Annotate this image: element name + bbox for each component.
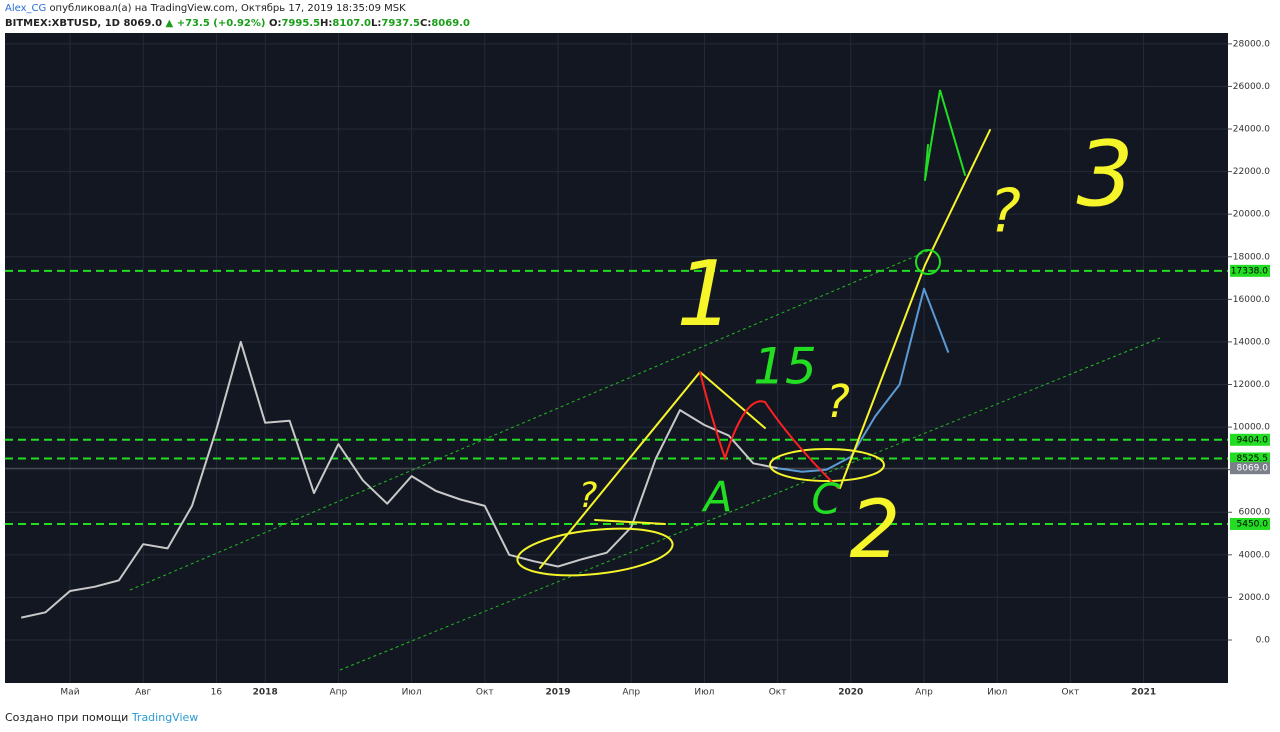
price-label: 8069.0 bbox=[1237, 464, 1269, 474]
y-tick-label: 4000.0 bbox=[1239, 550, 1271, 560]
drawing bbox=[594, 519, 666, 525]
ohlc-label: L: bbox=[371, 18, 382, 29]
ohlc-label: H: bbox=[320, 18, 333, 29]
trend-line bbox=[129, 249, 931, 591]
price-tag bbox=[1230, 462, 1270, 475]
change: ▲ +73.5 (+0.92%) bbox=[165, 18, 266, 29]
symbol: BITMEX:XBTUSD, 1D bbox=[5, 18, 120, 29]
y-tick-label: 2000.0 bbox=[1239, 593, 1271, 603]
x-tick-label: Май bbox=[60, 688, 79, 698]
drawing bbox=[516, 527, 674, 577]
trend-lines bbox=[129, 249, 1161, 671]
annotation: ? bbox=[989, 177, 1021, 247]
y-tick-label: 10000.0 bbox=[1233, 423, 1270, 433]
annotation: 15 bbox=[753, 338, 817, 396]
drawing bbox=[915, 249, 941, 275]
level-label: 17338.0 bbox=[1231, 266, 1268, 276]
annotation: ? bbox=[579, 476, 598, 516]
x-tick-label: Июл bbox=[987, 688, 1007, 698]
level-label: 9404.0 bbox=[1237, 435, 1269, 445]
drawing bbox=[839, 129, 991, 489]
x-tick-label: Апр bbox=[330, 688, 348, 698]
x-tick-label: 16 bbox=[211, 688, 223, 698]
footer-text: Создано при помощи bbox=[5, 711, 129, 724]
ohlc-label: O: bbox=[268, 18, 282, 29]
level-label: 5450.0 bbox=[1237, 519, 1269, 529]
y-tick-label: 26000.0 bbox=[1233, 82, 1270, 92]
x-tick-label: Окт bbox=[1062, 688, 1080, 698]
x-tick-label: Окт bbox=[769, 688, 787, 698]
grid bbox=[5, 33, 1228, 683]
level-tag bbox=[1230, 517, 1270, 530]
ohlc-value: 8107.0 bbox=[332, 18, 372, 29]
header-line-2: BITMEX:XBTUSD, 1D 8069.0 ▲ +73.5 (+0.92%… bbox=[5, 18, 470, 29]
level-tag bbox=[1230, 452, 1270, 465]
y-tick-label: 18000.0 bbox=[1233, 252, 1270, 262]
ohlc-label: C: bbox=[419, 18, 432, 29]
annotation: 3 bbox=[1076, 122, 1133, 227]
level-label: 8525.5 bbox=[1237, 454, 1269, 464]
y-tick-label: 22000.0 bbox=[1233, 167, 1270, 177]
x-tick-label: 2021 bbox=[1131, 688, 1156, 698]
ohlc-value: 7995.5 bbox=[281, 18, 321, 29]
y-tick-label: 0.0 bbox=[1256, 635, 1271, 645]
author[interactable]: Alex_CG bbox=[5, 3, 47, 14]
x-tick-label: Апр bbox=[622, 688, 640, 698]
drawing bbox=[924, 89, 966, 181]
x-tick-label: 2020 bbox=[838, 688, 863, 698]
ohlc: O:7995.5H:8107.0L:7937.5C:8069.0 bbox=[269, 18, 470, 29]
price-line bbox=[20, 340, 778, 619]
x-tick-label: Июл bbox=[694, 688, 714, 698]
y-tick-label: 14000.0 bbox=[1233, 337, 1270, 347]
annotation: C bbox=[811, 475, 841, 524]
drawing bbox=[699, 371, 839, 489]
annotation: 1 bbox=[676, 242, 733, 347]
annotation: ? bbox=[826, 375, 850, 428]
x-tick-label: Апр bbox=[915, 688, 933, 698]
x-tick-label: 2019 bbox=[545, 688, 570, 698]
price-line bbox=[777, 287, 950, 473]
drawings bbox=[516, 89, 991, 577]
header-line-1: Alex_CG опубликовал(а) на TradingView.co… bbox=[5, 3, 406, 14]
x-axis-bg bbox=[5, 683, 1280, 700]
footer-brand[interactable]: TradingView bbox=[131, 711, 199, 724]
level-tag bbox=[1230, 433, 1270, 446]
x-tick-label: Авг bbox=[135, 688, 151, 698]
y-tick-label: 24000.0 bbox=[1233, 125, 1270, 135]
drawing bbox=[769, 448, 885, 482]
series bbox=[20, 287, 950, 619]
axis-labels: 0.02000.04000.06000.08000.010000.012000.… bbox=[60, 39, 1270, 697]
x-tick-label: 2018 bbox=[253, 688, 278, 698]
last: 8069.0 bbox=[123, 18, 163, 29]
footer: Создано при помощи TradingView bbox=[5, 711, 198, 724]
annotation: A bbox=[701, 473, 733, 522]
x-tick-label: Июл bbox=[402, 688, 422, 698]
level-tag bbox=[1230, 264, 1270, 277]
y-tick-label: 20000.0 bbox=[1233, 210, 1270, 220]
axis-bg bbox=[1228, 33, 1280, 683]
y-tick-label: 12000.0 bbox=[1233, 380, 1270, 390]
annotation: 2 bbox=[850, 483, 901, 576]
x-tick-label: Окт bbox=[476, 688, 494, 698]
ohlc-value: 7937.5 bbox=[381, 18, 420, 29]
plot-bg bbox=[5, 33, 1228, 683]
published: опубликовал(а) на TradingView.com, Октяб… bbox=[49, 3, 406, 14]
y-tick-label: 28000.0 bbox=[1233, 39, 1270, 49]
y-tick-label: 16000.0 bbox=[1233, 295, 1270, 305]
y-tick-label: 6000.0 bbox=[1239, 508, 1271, 518]
annotations: 1 15 A C 2 3??? bbox=[579, 122, 1134, 576]
ohlc-value: 8069.0 bbox=[431, 18, 470, 29]
